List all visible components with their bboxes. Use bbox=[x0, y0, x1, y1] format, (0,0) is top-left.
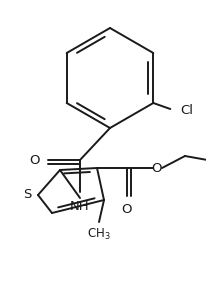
Text: S: S bbox=[24, 189, 32, 201]
Text: O: O bbox=[29, 153, 40, 167]
Text: CH$_3$: CH$_3$ bbox=[87, 227, 111, 242]
Text: O: O bbox=[122, 203, 132, 216]
Text: NH: NH bbox=[70, 200, 90, 213]
Text: O: O bbox=[152, 162, 162, 175]
Text: Cl: Cl bbox=[180, 105, 193, 117]
